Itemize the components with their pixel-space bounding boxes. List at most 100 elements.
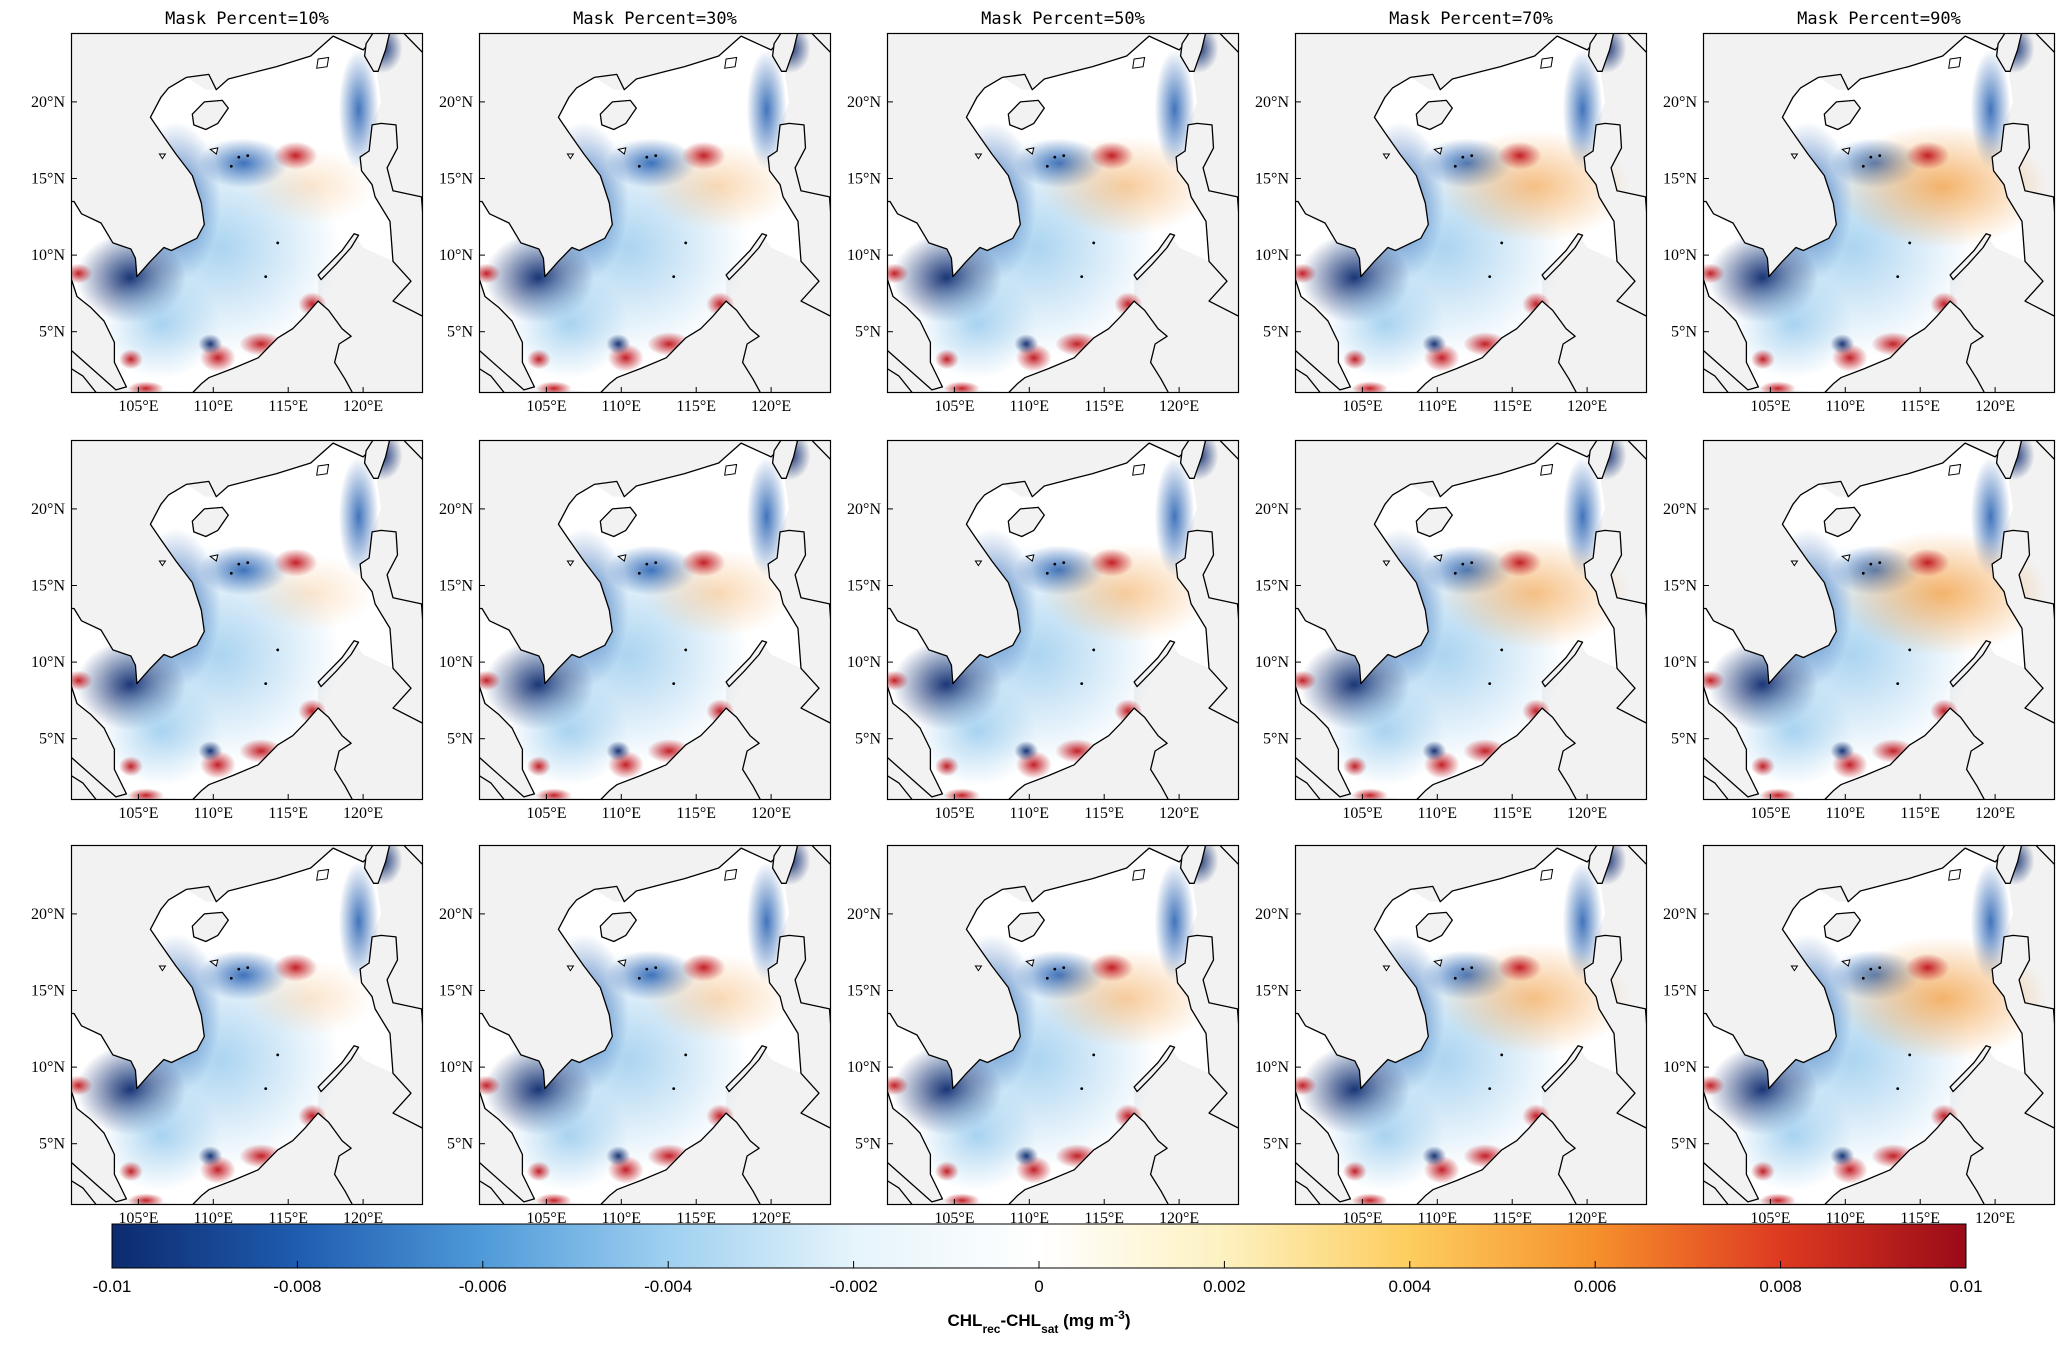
inland-water [974,560,983,567]
island-dot [237,967,241,971]
positive-anomaly-north [273,953,318,982]
land-polygon [887,684,944,798]
coastlines [71,440,423,800]
land-polygon [1703,845,2055,1090]
positive-anomaly-thailand [1703,263,1725,284]
inland-water [209,147,219,155]
coastlines [1703,845,2055,1205]
island-dot [637,976,641,980]
island-dot [1896,275,1900,278]
inland-water [1025,554,1035,562]
map-frame [886,844,1240,1206]
lat-tick-label: 15°N [31,171,65,188]
land-polygon [725,1045,768,1093]
colorbar-tick-label: -0.008 [273,1277,321,1296]
inland-water [1841,554,1851,562]
lon-tick-label: 115°E [1492,1210,1532,1227]
land-polygon [1703,1089,1760,1203]
positive-anomaly-south [1759,1193,1796,1205]
island-dot [637,571,641,575]
land-polygon [771,845,799,884]
lat-tick-label: 5°N [855,731,881,748]
inland-water [974,153,983,160]
negative-anomaly-luzon [1154,49,1195,170]
land-polygon [1583,934,1647,1130]
negative-anomaly-borneo [1422,741,1447,761]
land-polygon [767,529,831,725]
lat-tick-label: 15°N [847,578,881,595]
lon-tick-label: 110°E [602,398,642,415]
lat-tick-label: 20°N [1663,906,1697,923]
coastlines [1295,440,1647,800]
map-frame [70,439,424,801]
negative-anomaly-luzon [746,456,787,577]
lat-tick-label: 15°N [1663,578,1697,595]
positive-anomaly-malay-2 [1750,1161,1775,1182]
lon-tick-label: 120°E [1159,398,1199,415]
lat-tick-label: 5°N [447,324,473,341]
positive-anomaly-south [1759,381,1796,393]
land-polygon [1179,33,1207,72]
island-dot [1869,562,1873,566]
land-polygon [71,684,128,798]
land-polygon [1703,440,2055,685]
land-polygon [1133,1045,1176,1093]
land-polygon [1541,233,1584,281]
lat-tick-label: 10°N [1663,654,1697,671]
column-title-30: Mask Percent=30% [573,9,737,29]
map-frame [886,439,1240,801]
lon-tick-label: 110°E [1826,1210,1866,1227]
positive-anomaly-malay-2 [1342,1161,1367,1182]
inland-water [1132,56,1146,69]
land-polygon [479,440,831,685]
lat-tick-label: 20°N [439,94,473,111]
map-panel-r3-c5: 105°E 110°E 115°E 120°E 20°N 15°N 10°N 5°N [1663,844,2056,1227]
island-dot [237,562,241,566]
lon-tick-label: 115°E [1492,398,1532,415]
coastlines [1703,33,2055,393]
land-polygon [725,640,768,688]
island-dot [654,966,658,969]
negative-anomaly-borneo [1830,741,1855,761]
coastlines [887,440,1239,800]
inland-water [1382,153,1391,160]
positive-anomaly-north [1905,141,1950,170]
island-dot [276,1053,280,1057]
land-polygon [71,277,128,391]
positive-anomaly-north [1497,141,1542,170]
land-polygon [1823,506,1861,538]
island-dot [684,1053,688,1057]
island-dot [246,966,250,969]
land-polygon [1415,99,1453,131]
island-dot [246,561,250,564]
positive-anomaly-thailand [1703,670,1725,691]
island-dot [264,682,268,685]
inland-water [209,554,219,562]
lon-tick-label: 110°E [1418,1210,1458,1227]
lon-tick-label: 115°E [676,1210,716,1227]
positive-anomaly-malay-2 [1750,349,1775,370]
lon-tick-label: 105°E [1750,1210,1790,1227]
lon-tick-label: 105°E [526,1210,566,1227]
map-panel-r3-c4: 105°E 110°E 115°E 120°E 20°N 15°N 10°N 5°N [1255,844,1648,1227]
lat-tick-label: 10°N [847,247,881,264]
land-polygon [1995,845,2023,884]
lon-tick-label: 115°E [1900,1210,1940,1227]
island-dot [229,164,233,168]
chl-difference-field [71,33,403,393]
lon-tick-label: 110°E [1826,398,1866,415]
land-polygon [479,774,506,800]
lat-tick-label: 15°N [1663,171,1697,188]
land-polygon [479,845,831,1090]
lat-tick-label: 15°N [31,983,65,1000]
land-polygon [1703,1179,1730,1205]
lat-tick-label: 20°N [1663,501,1697,518]
island-dot [1045,976,1049,980]
land-polygon [887,440,1239,685]
map-panel-r2-c5: 105°E 110°E 115°E 120°E 20°N 15°N 10°N 5°N [1663,439,2056,822]
lat-tick-label: 5°N [447,731,473,748]
positive-anomaly-south [943,1193,980,1205]
negative-anomaly-borneo [606,1146,631,1166]
lon-tick-label: 120°E [751,398,791,415]
